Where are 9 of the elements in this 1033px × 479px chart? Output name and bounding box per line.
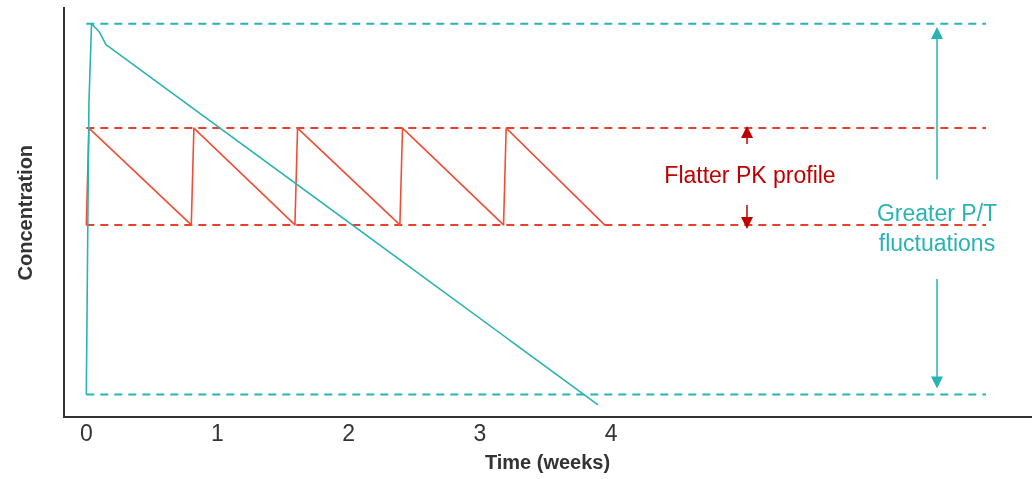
y-axis-title: Concentration: [13, 144, 36, 281]
x-axis-title: Time (weeks): [484, 450, 611, 473]
x-tick-label: 0: [79, 419, 93, 446]
x-tick-label: 2: [342, 419, 356, 446]
annotation: Flatter PK profile: [664, 161, 836, 191]
x-tick-label: 4: [604, 419, 618, 446]
x-tick-label: 1: [211, 419, 224, 446]
annotation: Greater P/T fluctuations: [875, 199, 999, 259]
x-tick-label: 3: [473, 419, 487, 446]
